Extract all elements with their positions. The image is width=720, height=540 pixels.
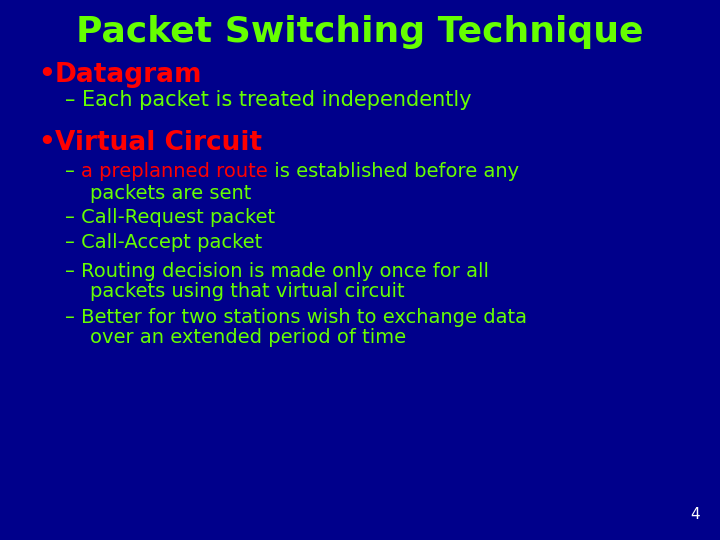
Text: over an extended period of time: over an extended period of time — [65, 328, 406, 347]
Text: 4: 4 — [690, 507, 700, 522]
Text: •: • — [38, 130, 55, 156]
Text: Packet Switching Technique: Packet Switching Technique — [76, 15, 644, 49]
Text: – Each packet is treated independently: – Each packet is treated independently — [65, 90, 472, 110]
Text: – Call-Accept packet: – Call-Accept packet — [65, 233, 262, 252]
Text: is established before any: is established before any — [268, 162, 519, 181]
Text: Datagram: Datagram — [55, 62, 202, 88]
Text: Virtual Circuit: Virtual Circuit — [55, 130, 262, 156]
Text: – Routing decision is made only once for all: – Routing decision is made only once for… — [65, 262, 489, 281]
Text: – Better for two stations wish to exchange data: – Better for two stations wish to exchan… — [65, 308, 527, 327]
Text: – Call-Request packet: – Call-Request packet — [65, 208, 275, 227]
Text: packets are sent: packets are sent — [65, 184, 251, 203]
Text: –: – — [65, 162, 81, 181]
Text: packets using that virtual circuit: packets using that virtual circuit — [65, 282, 405, 301]
Text: a preplanned route: a preplanned route — [81, 162, 268, 181]
Text: •: • — [38, 62, 55, 88]
